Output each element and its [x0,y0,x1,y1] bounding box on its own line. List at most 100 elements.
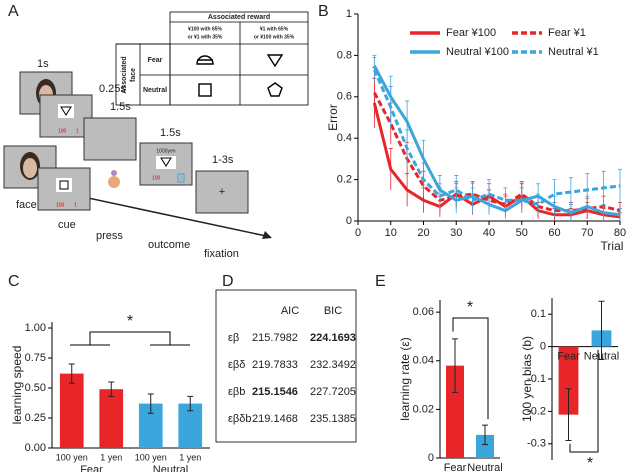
row-header: face [130,68,137,82]
y-tick-label: -0.2 [527,405,546,417]
cue-shape [198,83,212,97]
screen-value: 100 [58,128,67,134]
error-bar [187,395,194,412]
cue-box [56,178,72,192]
legend-label: Neutral ¥1 [548,46,599,58]
x-tick-label: Fear [557,351,580,363]
column-header: or ¥1 with 35% [188,34,223,40]
cell: 232.3492 [310,359,356,371]
y-axis-label: Error [326,104,340,131]
error-bar [68,363,75,384]
reward-table: Associated reward ¥100 with 65% or ¥1 wi… [115,11,309,106]
y-tick-label: -0.3 [527,438,546,450]
bar [59,373,84,448]
y-tick-label: 0.50 [25,382,46,394]
y-tick-label: 0 [346,215,352,227]
cue-shape [196,55,214,65]
y-tick-label: -0.1 [527,373,546,385]
bar [99,389,124,448]
cell: 224.1693 [310,332,356,344]
timing-label: 1s [37,58,49,70]
panel-label: B [318,3,329,20]
y-tick-label: 1 [346,8,352,20]
error-bar [552,179,557,209]
cue-box [156,156,176,169]
row-header: Associated [121,56,128,93]
column-header: BIC [324,305,342,317]
screen-value: 1 [76,128,79,134]
x-tick-label: 100 yen [56,452,88,462]
x-tick-label: 80 [614,227,626,239]
x-axis-label: Trial [601,239,624,253]
y-tick-label: 0.25 [25,412,46,424]
legend-label: Fear ¥1 [548,27,586,39]
timing-label: 1.5s [160,127,181,139]
x-tick-label: 60 [548,227,560,239]
y-axis-label: 100 yen bias (b) [520,336,534,422]
error-bar [454,175,459,205]
significance-mark: * [127,313,133,330]
hand-icon [108,176,120,188]
group-label: Fear [80,464,103,472]
x-tick-label: 70 [581,227,593,239]
stage-label: cue [58,219,76,231]
legend-label: Neutral ¥100 [446,46,509,58]
selection-box [177,173,185,183]
significance-mark: * [467,299,473,316]
x-tick-label: Neutral [584,351,619,363]
model-table: AIC BIC εβ 215.7982 224.1693 εβδ 219.783… [215,289,357,443]
timing-label: 1-3s [212,154,234,166]
column-header: AIC [281,305,299,317]
screen-value: 100 [152,175,161,181]
error-bar [482,424,488,446]
x-tick-label: 1 yen [179,452,201,462]
y-tick-label: 0.4 [337,132,352,144]
timing-label: 0.25s [99,83,126,95]
panel-label: C [8,273,20,290]
error-bar [108,381,115,397]
cell: 219.1468 [252,413,298,425]
outcome-text: 1000yen [156,148,175,154]
stage-label: face [16,199,37,211]
fixation-mark: + [219,186,225,198]
stage-label: outcome [148,239,190,251]
x-tick-label: 50 [516,227,528,239]
y-tick-label: 0.00 [25,442,46,454]
bar [178,403,203,448]
x-tick-label: 40 [483,227,495,239]
timing-label: 1.5s [110,101,131,113]
y-tick-label: 0.6 [337,91,352,103]
cue-shape [267,82,283,97]
x-tick-label: 0 [355,227,361,239]
arrow-head [262,231,272,239]
face-image [23,158,37,178]
significance-bracket [70,331,190,346]
bar [476,434,494,458]
significance-mark: * [587,455,593,472]
screen [83,117,137,161]
column-header: ¥1 with 65% [260,26,289,32]
row-label: Neutral [143,87,167,94]
error-bar [598,300,605,361]
x-tick-label: 100 yen [135,452,167,462]
table-header: Associated reward [208,14,270,21]
y-axis-label: learning speed [10,346,24,425]
series-line [373,69,621,207]
cue-shape [160,157,172,167]
cell: 235.1385 [310,413,356,425]
y-tick-label: 0 [428,452,434,464]
cue-shape [60,106,72,116]
x-tick-label: Fear [444,462,467,472]
y-tick-label: 0.1 [531,308,546,320]
cell: 219.7833 [252,359,298,371]
y-tick-label: 0.2 [337,174,352,186]
y-tick-label: 0.75 [25,352,46,364]
y-tick-label: 0.06 [413,306,434,318]
model-name: εβδb [228,413,251,425]
time-arrow [59,191,267,237]
panel-label: D [222,273,234,290]
legend-label: Fear ¥100 [446,27,496,39]
stage-label: press [96,230,123,242]
x-tick-label: Neutral [467,462,502,472]
